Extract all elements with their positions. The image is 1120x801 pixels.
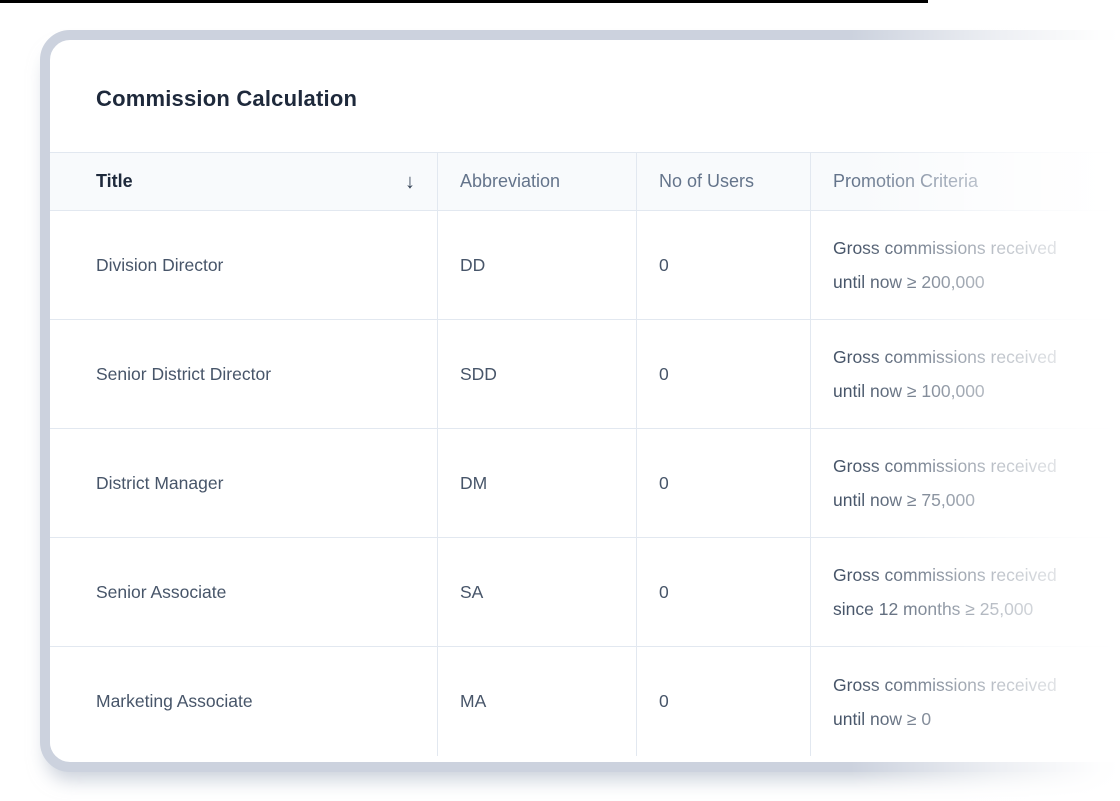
column-header-title[interactable]: Title ↓: [50, 153, 437, 210]
criteria-line-2: until now ≥ 75,000: [833, 490, 975, 510]
cell-users: 0: [636, 538, 810, 646]
cell-title: Senior Associate: [96, 581, 227, 602]
cell-users: 0: [636, 320, 810, 428]
column-header-title-label: Title: [96, 171, 133, 191]
cell-abbreviation: DD: [437, 211, 636, 319]
criteria-line-1: Gross commissions received: [833, 238, 1057, 258]
cell-promotion-criteria: Gross commissions received until now ≥ 0: [810, 647, 1120, 756]
sort-arrow-down-icon: ↓: [405, 170, 415, 193]
cell-abbreviation: SA: [437, 538, 636, 646]
table-row: Senior Associate SA 0 Gross commissions …: [50, 538, 1120, 647]
criteria-line-2: until now ≥ 200,000: [833, 272, 985, 292]
cell-promotion-criteria: Gross commissions received until now ≥ 1…: [810, 320, 1120, 428]
cell-users: 0: [636, 429, 810, 537]
column-header-criteria[interactable]: Promotion Criteria: [810, 153, 1120, 210]
criteria-line-2: until now ≥ 100,000: [833, 381, 985, 401]
cell-abbreviation: MA: [437, 647, 636, 756]
table-row: District Manager DM 0 Gross commissions …: [50, 429, 1120, 538]
table-row: Senior District Director SDD 0 Gross com…: [50, 320, 1120, 429]
cell-promotion-criteria: Gross commissions received until now ≥ 7…: [810, 429, 1120, 537]
cell-title: Marketing Associate: [96, 691, 253, 711]
criteria-line-1: Gross commissions received: [833, 456, 1057, 476]
table-header-row: Title ↓ Abbreviation No of Users Promoti…: [50, 152, 1120, 211]
cell-title: Division Director: [96, 254, 224, 275]
criteria-line-2: until now ≥ 0: [833, 708, 932, 729]
commission-calculation-card: Commission Calculation Title ↓ Abbreviat…: [40, 30, 1120, 772]
top-accent-bar: [0, 0, 928, 3]
column-header-abbreviation[interactable]: Abbreviation: [437, 153, 636, 210]
cell-title: Senior District Director: [96, 363, 272, 384]
cell-abbreviation: SDD: [437, 320, 636, 428]
column-header-users[interactable]: No of Users: [636, 153, 810, 210]
cell-promotion-criteria: Gross commissions received until now ≥ 2…: [810, 211, 1120, 319]
cell-title: District Manager: [96, 472, 224, 493]
page-title: Commission Calculation: [96, 86, 358, 111]
column-header-users-label: No of Users: [659, 171, 755, 191]
criteria-line-1: Gross commissions received: [833, 347, 1057, 367]
table-row: Marketing Associate MA 0 Gross commissio…: [50, 647, 1120, 756]
criteria-line-1: Gross commissions received: [833, 674, 1057, 695]
cell-promotion-criteria: Gross commissions received since 12 mont…: [810, 538, 1120, 646]
commission-table: Title ↓ Abbreviation No of Users Promoti…: [50, 152, 1120, 756]
criteria-line-1: Gross commissions received: [833, 565, 1057, 585]
cell-users: 0: [636, 647, 810, 756]
cell-users: 0: [636, 211, 810, 319]
table-row: Division Director DD 0 Gross commissions…: [50, 211, 1120, 320]
column-header-abbreviation-label: Abbreviation: [460, 171, 561, 191]
column-header-criteria-label: Promotion Criteria: [833, 171, 979, 191]
cell-abbreviation: DM: [437, 429, 636, 537]
criteria-line-2: since 12 months ≥ 25,000: [833, 599, 1034, 619]
